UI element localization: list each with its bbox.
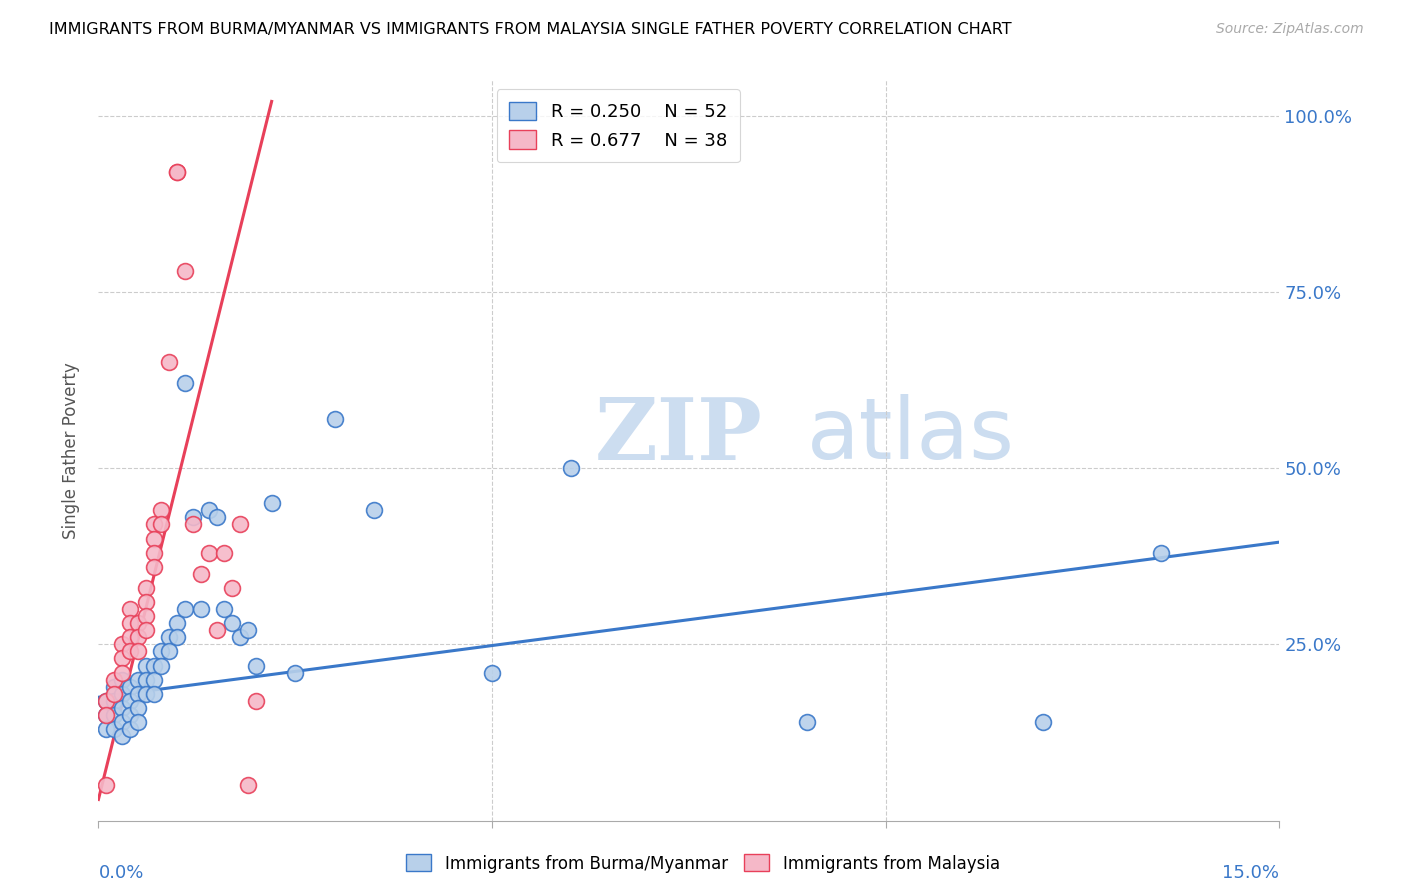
Point (157, 630, 180, 644)
Point (166, 165, 188, 179)
Point (118, 680, 141, 694)
Point (796, 714, 818, 729)
Point (205, 624, 228, 638)
Point (205, 510, 228, 524)
Point (103, 680, 125, 694)
Point (142, 687, 165, 701)
Point (111, 665, 134, 680)
Point (197, 546, 219, 560)
Point (103, 707, 125, 722)
Point (111, 651, 134, 665)
Point (260, 496, 283, 510)
Point (1032, 714, 1054, 729)
Point (284, 665, 307, 680)
Point (96, 694, 118, 708)
Point (135, 609, 157, 624)
Point (103, 722, 125, 736)
Point (118, 722, 141, 736)
Text: IMMIGRANTS FROM BURMA/MYANMAR VS IMMIGRANTS FROM MALAYSIA SINGLE FATHER POVERTY : IMMIGRANTS FROM BURMA/MYANMAR VS IMMIGRA… (49, 22, 1012, 37)
Point (111, 673, 134, 687)
Point (229, 517, 252, 532)
Point (135, 595, 157, 609)
Point (142, 559, 165, 574)
Point (197, 503, 219, 517)
Legend: Immigrants from Burma/Myanmar, Immigrants from Malaysia: Immigrants from Burma/Myanmar, Immigrant… (399, 847, 1007, 880)
Point (111, 687, 134, 701)
Point (560, 461, 582, 475)
Point (150, 644, 173, 658)
Point (103, 687, 125, 701)
Point (157, 644, 180, 658)
Point (142, 532, 165, 546)
Point (118, 644, 141, 658)
Point (142, 673, 165, 687)
Point (103, 694, 125, 708)
Point (190, 566, 212, 581)
Point (96, 722, 118, 736)
Point (118, 616, 141, 631)
Point (142, 517, 165, 532)
Point (221, 616, 243, 631)
Point (150, 658, 173, 673)
Point (127, 701, 149, 715)
Point (174, 263, 197, 277)
Point (127, 644, 149, 658)
Point (363, 503, 385, 517)
Text: ZIP: ZIP (595, 393, 762, 477)
Point (166, 630, 188, 644)
Text: Source: ZipAtlas.com: Source: ZipAtlas.com (1216, 22, 1364, 37)
Point (181, 510, 204, 524)
Point (135, 624, 157, 638)
Point (96, 778, 118, 792)
Point (111, 714, 134, 729)
Point (229, 630, 252, 644)
Point (111, 729, 134, 743)
Point (245, 658, 267, 673)
Point (157, 355, 180, 369)
Point (245, 694, 267, 708)
Point (127, 616, 149, 631)
Text: 15.0%: 15.0% (1222, 864, 1279, 882)
Point (236, 778, 259, 792)
Point (135, 581, 157, 595)
Point (118, 630, 141, 644)
Point (127, 630, 149, 644)
Point (181, 517, 204, 532)
Point (1150, 546, 1173, 560)
Point (103, 673, 125, 687)
Text: atlas: atlas (807, 394, 1015, 477)
Point (118, 602, 141, 616)
Point (142, 546, 165, 560)
Point (135, 673, 157, 687)
Point (135, 687, 157, 701)
Point (166, 616, 188, 631)
Point (127, 714, 149, 729)
Point (111, 637, 134, 651)
Point (174, 376, 197, 391)
Point (96, 707, 118, 722)
Point (150, 503, 173, 517)
Point (323, 411, 346, 425)
Point (127, 673, 149, 687)
Point (214, 602, 236, 616)
Point (111, 701, 134, 715)
Point (190, 602, 212, 616)
Point (96, 694, 118, 708)
Point (221, 581, 243, 595)
Point (236, 624, 259, 638)
Point (166, 165, 188, 179)
Point (127, 687, 149, 701)
Y-axis label: Single Father Poverty: Single Father Poverty (62, 362, 80, 539)
Point (118, 694, 141, 708)
Point (150, 517, 173, 532)
Point (118, 707, 141, 722)
Legend: R = 0.250    N = 52, R = 0.677    N = 38: R = 0.250 N = 52, R = 0.677 N = 38 (496, 89, 740, 162)
Point (481, 665, 503, 680)
Point (174, 602, 197, 616)
Point (135, 658, 157, 673)
Point (214, 546, 236, 560)
Point (142, 658, 165, 673)
Point (96, 707, 118, 722)
Text: 0.0%: 0.0% (98, 864, 143, 882)
